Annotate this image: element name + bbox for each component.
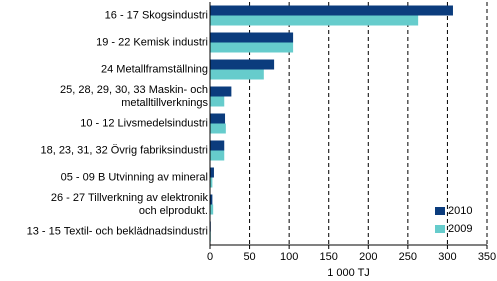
bar xyxy=(210,123,226,134)
bar xyxy=(210,150,225,161)
bar xyxy=(210,86,232,97)
bar xyxy=(210,204,214,215)
bar xyxy=(210,32,294,43)
category-label: 26 - 27 Tillverkning av elektronik och e… xyxy=(50,191,208,217)
x-tick-label: 250 xyxy=(399,251,417,263)
x-tick-label: 100 xyxy=(280,251,298,263)
category-label: 16 - 17 Skogsindustri xyxy=(104,9,208,21)
bar xyxy=(210,5,453,16)
x-tick-label: 50 xyxy=(243,251,255,263)
bar xyxy=(210,113,226,124)
category-label: 19 - 22 Kemisk industri xyxy=(96,36,208,48)
bar xyxy=(210,59,275,70)
legend-label: 2009 xyxy=(448,223,472,235)
category-label: 25, 28, 29, 30, 33 Maskin- och metalltil… xyxy=(60,83,208,109)
legend-label: 2010 xyxy=(448,205,472,217)
bar xyxy=(210,177,213,188)
legend-swatch xyxy=(435,207,445,215)
bar xyxy=(210,194,213,205)
x-tick-label: 200 xyxy=(359,251,377,263)
bar xyxy=(210,15,419,26)
bar xyxy=(210,42,294,53)
x-axis-label: 1 000 TJ xyxy=(327,267,370,279)
category-label: 10 - 12 Livsmedelsindustri xyxy=(80,117,208,129)
x-tick-label: 350 xyxy=(478,251,496,263)
bar xyxy=(210,167,214,178)
bar xyxy=(210,96,225,107)
x-tick-label: 300 xyxy=(438,251,456,263)
bar xyxy=(210,140,225,151)
x-tick-label: 0 xyxy=(207,251,213,263)
category-label: 05 - 09 B Utvinning av mineral xyxy=(60,171,208,183)
legend-swatch xyxy=(435,225,445,233)
x-tick-label: 150 xyxy=(320,251,338,263)
bar xyxy=(210,69,264,80)
category-label: 13 - 15 Textil- och beklädnadsindustri xyxy=(26,225,208,237)
category-label: 18, 23, 31, 32 Övrig fabriksindustri xyxy=(40,144,208,156)
category-label: 24 Metallframställning xyxy=(101,63,208,75)
